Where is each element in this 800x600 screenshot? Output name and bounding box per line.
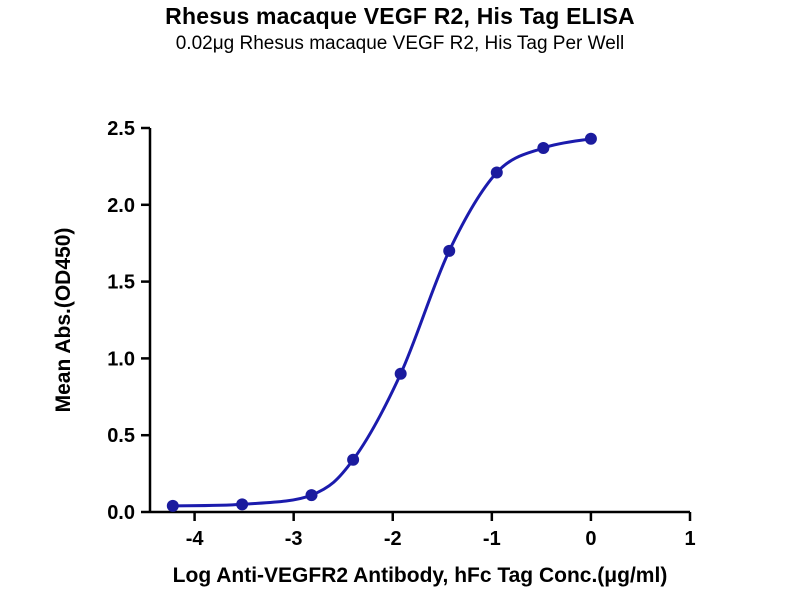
- data-point: [347, 453, 360, 466]
- x-axis-label: Log Anti-VEGFR2 Antibody, hFc Tag Conc.(…: [172, 564, 668, 587]
- x-tick-label: -2: [384, 528, 402, 550]
- x-tick-label: -4: [186, 528, 205, 550]
- data-point: [394, 367, 407, 380]
- data-point: [166, 499, 179, 512]
- fit-curve: [171, 137, 593, 508]
- y-tick-label: 1.5: [107, 272, 135, 294]
- x-tick-label: 1: [684, 528, 695, 550]
- data-point: [236, 498, 249, 511]
- x-tick-label: -3: [285, 528, 303, 550]
- chart-subtitle: 0.02μg Rhesus macaque VEGF R2, His Tag P…: [175, 33, 625, 54]
- y-tick-label: 2.5: [107, 118, 135, 140]
- data-point: [490, 166, 503, 179]
- data-point: [584, 132, 597, 145]
- data-point: [305, 489, 318, 502]
- y-tick-label: 2.0: [107, 195, 135, 217]
- y-tick-label: 0.5: [107, 425, 135, 447]
- chart-title: Rhesus macaque VEGF R2, His Tag ELISA: [165, 3, 635, 29]
- data-point: [537, 141, 550, 154]
- y-axis-label: Mean Abs.(OD450): [52, 227, 75, 413]
- x-tick-label: -1: [483, 528, 501, 550]
- y-tick-label: 0.0: [107, 502, 135, 524]
- x-tick-label: 0: [585, 528, 596, 550]
- y-tick-label: 1.0: [107, 348, 135, 370]
- data-point: [443, 244, 456, 257]
